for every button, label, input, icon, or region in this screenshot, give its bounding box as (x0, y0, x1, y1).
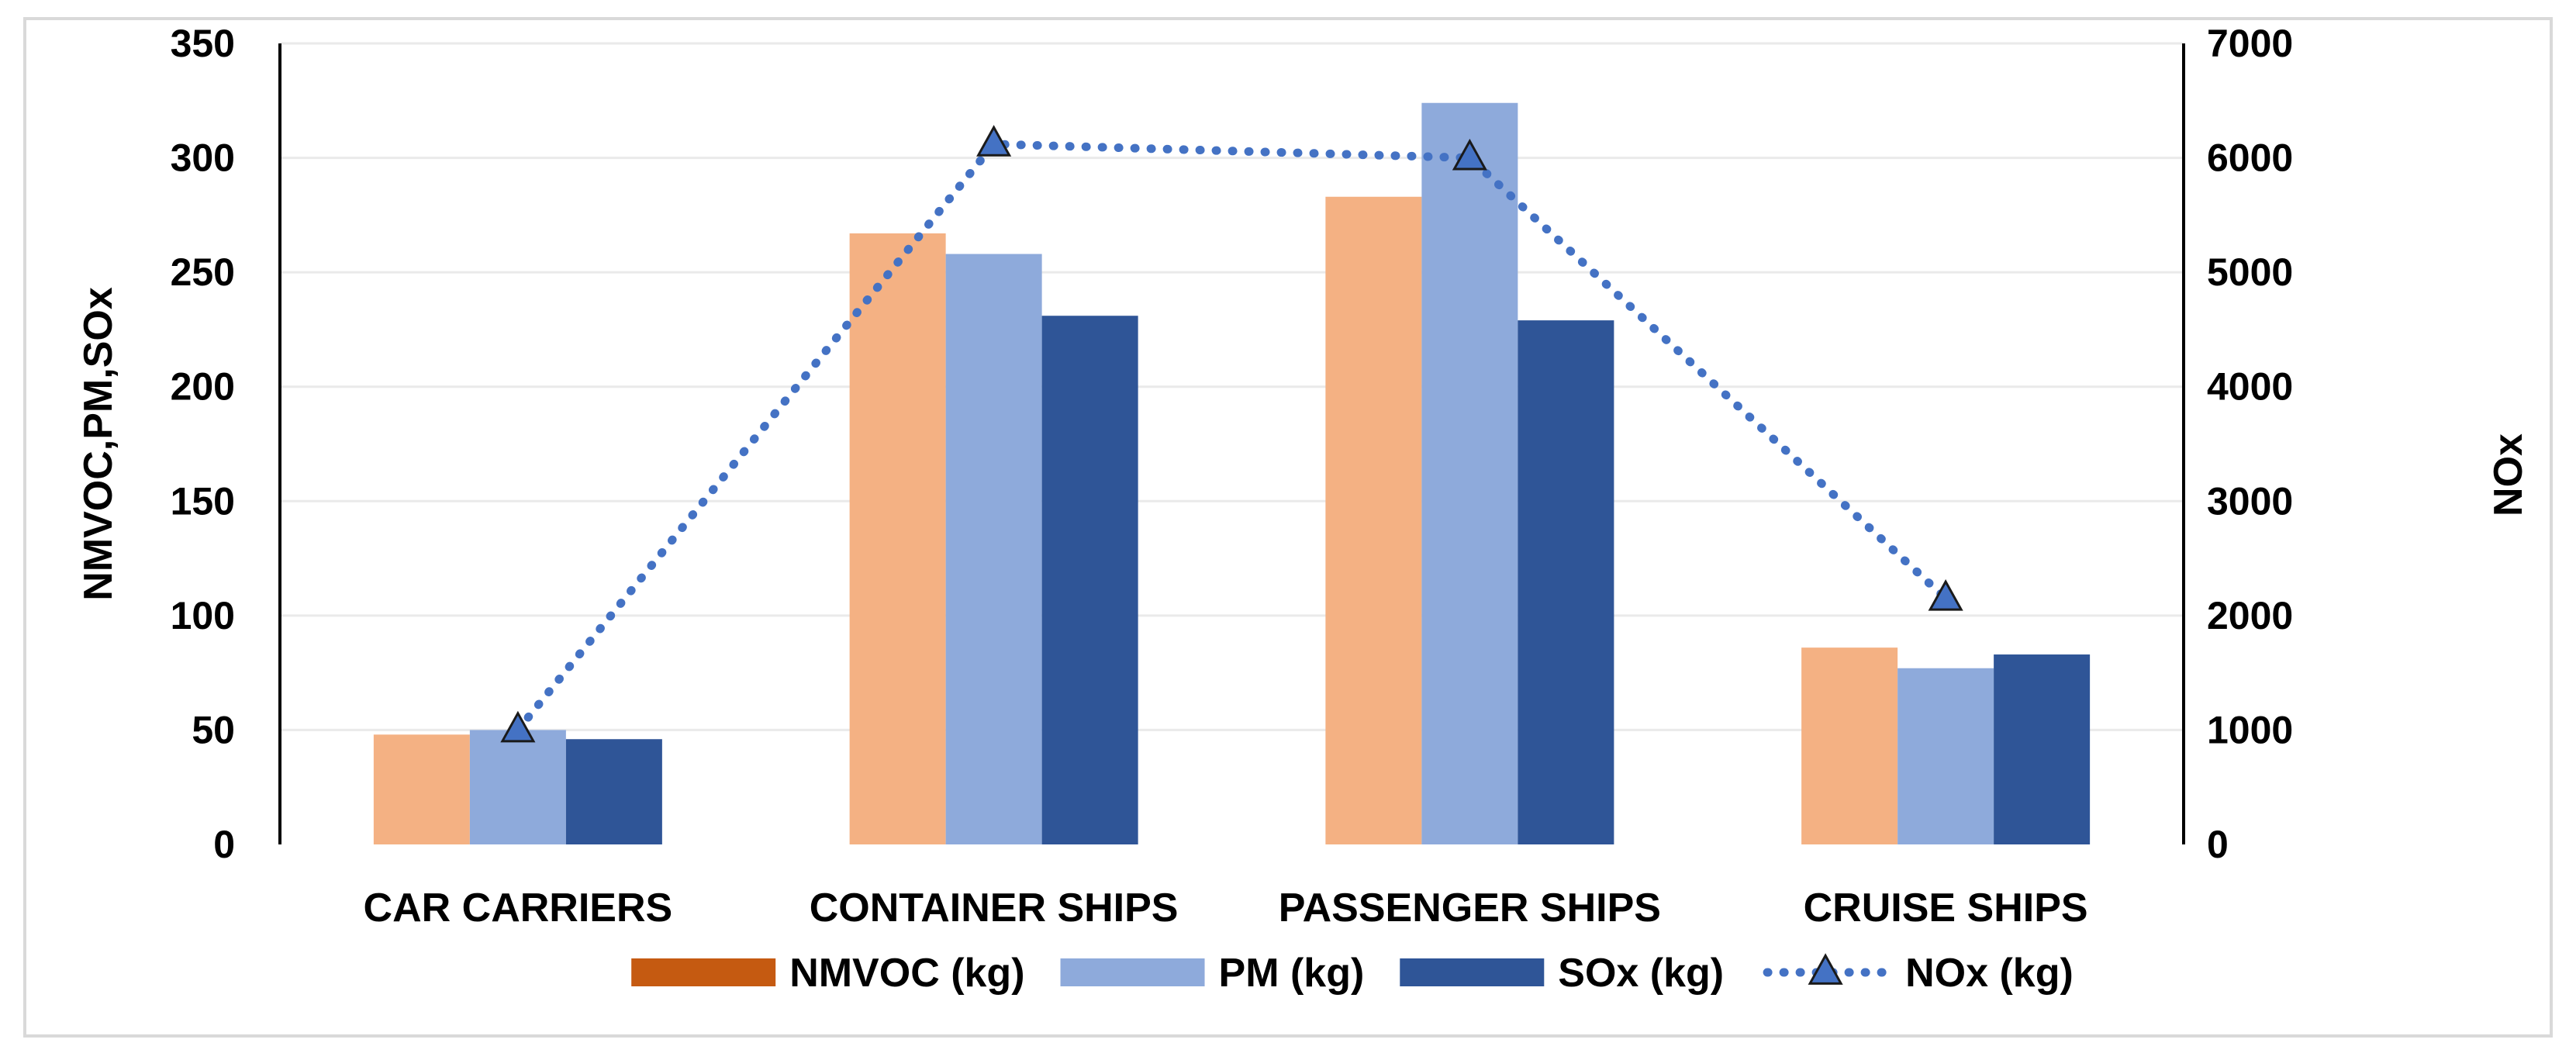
legend-label-pm: PM (kg) (1219, 951, 1365, 996)
category-label-container-ships: CONTAINER SHIPS (810, 886, 1179, 931)
left-tick-200: 200 (171, 365, 235, 409)
legend-label-nox: NOx (kg) (1905, 951, 2074, 996)
bar-sox-passenger-ships (1518, 320, 1614, 844)
bar-nmvoc-cruise-ships (1801, 647, 1898, 844)
right-tick-6000: 6000 (2207, 136, 2293, 180)
left-tick-300: 300 (171, 136, 235, 180)
right-tick-3000: 3000 (2207, 479, 2293, 523)
emissions-chart: 0 50 100 150 200 250 300 350 0 1000 2000 3000 4000 5… (76, 22, 2531, 996)
bar-sox-container-ships (1041, 316, 1138, 845)
bar-sox-cruise-ships (1994, 654, 2091, 844)
bar-pm-car-carriers (469, 730, 566, 844)
legend-swatch-sox (1400, 958, 1545, 986)
category-labels: CAR CARRIERS CONTAINER SHIPS PASSENGER SHI… (364, 886, 2088, 931)
left-y-ticks: 0 50 100 150 200 250 300 350 (171, 22, 235, 866)
axes (278, 43, 2185, 844)
category-label-cruise-ships: CRUISE SHIPS (1804, 886, 2088, 931)
left-tick-100: 100 (171, 594, 235, 637)
line-nox (513, 140, 1950, 734)
bar-pm-container-ships (945, 254, 1042, 844)
right-tick-4000: 4000 (2207, 365, 2293, 409)
right-tick-2000: 2000 (2207, 594, 2293, 637)
left-tick-50: 50 (192, 708, 235, 751)
right-y-ticks: 0 1000 2000 3000 4000 5000 6000 7000 (2207, 22, 2293, 866)
chart-frame: 0 50 100 150 200 250 300 350 0 1000 2000 3000 4000 5… (23, 17, 2553, 1038)
bar-series (373, 102, 2091, 845)
left-tick-250: 250 (171, 250, 235, 294)
bar-pm-cruise-ships (1897, 668, 1994, 844)
category-label-passenger-ships: PASSENGER SHIPS (1279, 886, 1661, 931)
bar-nmvoc-passenger-ships (1325, 196, 1422, 844)
right-tick-5000: 5000 (2207, 250, 2293, 294)
bar-nmvoc-container-ships (849, 233, 946, 844)
marker-nox-cruise-ships (1928, 579, 1963, 611)
marker-nox-car-carriers (500, 710, 536, 743)
gridlines (280, 42, 2184, 731)
bar-nmvoc-car-carriers (373, 734, 470, 844)
left-axis-title: NMVOC,PM,SOx (76, 287, 121, 601)
right-tick-0: 0 (2207, 823, 2229, 866)
right-tick-7000: 7000 (2207, 22, 2293, 65)
legend: NMVOC (kg) PM (kg) SOx (kg) NOx (kg) (631, 951, 2074, 996)
legend-marker-nox (1808, 953, 1843, 985)
left-tick-350: 350 (171, 22, 235, 65)
legend-swatch-nmvoc (631, 958, 776, 986)
category-label-car-carriers: CAR CARRIERS (364, 886, 673, 931)
nox-line-series (500, 125, 1963, 743)
left-tick-0: 0 (213, 823, 235, 866)
left-tick-150: 150 (171, 479, 235, 523)
legend-swatch-pm (1060, 958, 1205, 986)
right-tick-1000: 1000 (2207, 708, 2293, 751)
legend-label-sox: SOx (kg) (1558, 951, 1724, 996)
bar-pm-passenger-ships (1421, 102, 1518, 844)
bar-sox-car-carriers (565, 739, 662, 844)
legend-label-nmvoc: NMVOC (kg) (789, 951, 1024, 996)
marker-nox-passenger-ships (1452, 138, 1487, 171)
marker-nox-container-ships (976, 125, 1012, 157)
right-axis-title: NOx (2486, 433, 2531, 516)
